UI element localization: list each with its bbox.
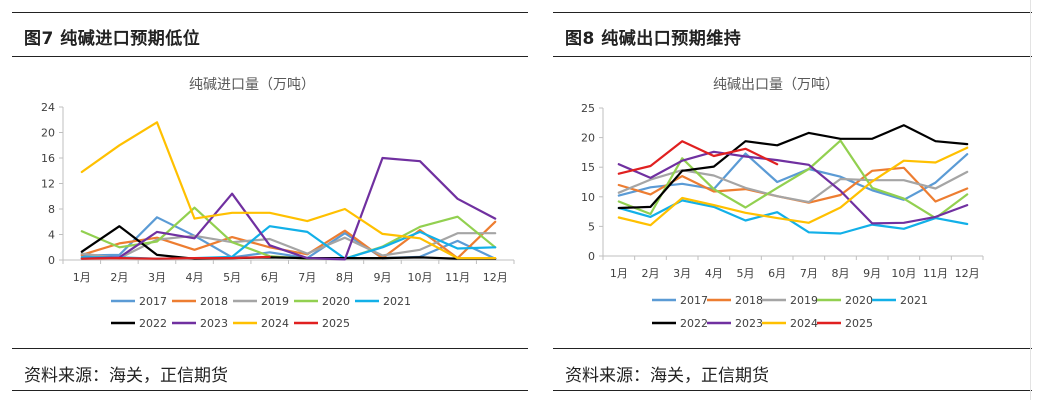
x-tick-label: 6月	[768, 267, 786, 280]
series-line-2023	[80, 156, 497, 261]
legend-label-2025: 2025	[845, 317, 873, 330]
series-line-2025	[80, 255, 271, 260]
x-tick-label: 12月	[483, 271, 508, 284]
top-rule	[553, 12, 1032, 13]
legend-label-2020: 2020	[322, 295, 350, 308]
series-line-2024	[80, 121, 497, 260]
source-rule	[553, 348, 1032, 349]
series-line-2017	[617, 152, 969, 201]
import-chart-panel: 图7 纯碱进口预期低位 纯碱进口量（万吨） 0 4 8 12 16 20 24 1月 2月 3月 4月…	[12, 0, 528, 400]
chart-title: 纯碱出口量（万吨）	[713, 77, 839, 93]
y-tick-label: 10	[581, 191, 595, 204]
legend-label-2018: 2018	[200, 295, 228, 308]
legend-label-2024: 2024	[790, 317, 818, 330]
x-tick-label: 4月	[705, 267, 723, 280]
x-tick-label: 9月	[863, 267, 881, 280]
y-tick-label: 4	[48, 229, 55, 242]
y-tick-label: 15	[581, 161, 595, 174]
y-tick-label: 24	[41, 101, 55, 114]
x-tick-label: 11月	[445, 271, 470, 284]
series-line-2025	[617, 140, 779, 175]
legend-label-2023: 2023	[200, 317, 228, 330]
series-line-2022	[80, 225, 497, 260]
x-tick-label: 4月	[186, 271, 204, 284]
top-rule	[12, 12, 528, 13]
legend-label-2025: 2025	[322, 317, 350, 330]
legend-label-2023: 2023	[735, 317, 763, 330]
x-tick-label: 11月	[923, 267, 948, 280]
chart-title: 纯碱进口量（万吨）	[189, 77, 315, 93]
legend-label-2017: 2017	[680, 294, 708, 307]
x-tick-label: 3月	[148, 271, 166, 284]
y-tick-label: 8	[48, 203, 55, 216]
y-tick-label: 25	[581, 102, 595, 115]
legend-label-2018: 2018	[735, 294, 763, 307]
x-tick-label: 2月	[110, 271, 128, 284]
title-rule	[12, 56, 528, 57]
legend-label-2024: 2024	[261, 317, 289, 330]
x-tick-label: 1月	[73, 271, 91, 284]
export-chart-panel: 图8 纯碱出口预期维持 纯碱出口量（万吨） 0 5 10 15 20 25 1月 2月 3月 4月 5…	[553, 0, 1032, 400]
bottom-rule	[553, 390, 1032, 391]
x-tick-label: 5月	[223, 271, 241, 284]
legend-label-2022: 2022	[139, 317, 167, 330]
y-tick-label: 0	[48, 254, 55, 267]
x-tick-label: 10月	[891, 267, 916, 280]
legend-label-2019: 2019	[261, 295, 289, 308]
x-tick-label: 8月	[336, 271, 354, 284]
bottom-rule	[12, 390, 528, 391]
legend-label-2021: 2021	[383, 295, 411, 308]
x-tick-label: 5月	[737, 267, 755, 280]
series-line-2020	[617, 139, 969, 220]
legend-label-2022: 2022	[680, 317, 708, 330]
source-note: 资料来源：海关，正信期货	[24, 366, 228, 386]
series-line-2017	[80, 216, 497, 260]
source-note: 资料来源：海关，正信期货	[565, 366, 769, 386]
y-tick-label: 16	[41, 152, 55, 165]
legend-label-2021: 2021	[900, 294, 928, 307]
y-tick-label: 20	[581, 132, 595, 145]
x-tick-label: 8月	[832, 267, 850, 280]
page-edge-divider	[1030, 0, 1031, 400]
legend-label-2020: 2020	[845, 294, 873, 307]
series-line-2019	[617, 169, 969, 204]
figure-title: 图8 纯碱出口预期维持	[565, 29, 742, 49]
source-rule	[12, 348, 528, 349]
y-tick-label: 20	[41, 127, 55, 140]
x-tick-label: 1月	[610, 267, 628, 280]
y-tick-label: 12	[41, 178, 55, 191]
y-tick-label: 0	[588, 250, 595, 263]
x-tick-label: 9月	[373, 271, 391, 284]
x-tick-label: 6月	[261, 271, 279, 284]
x-tick-label: 10月	[408, 271, 433, 284]
series-line-2022	[617, 124, 969, 210]
series-line-2024	[617, 146, 969, 227]
title-rule	[553, 56, 1032, 57]
x-tick-label: 12月	[955, 267, 980, 280]
legend-label-2019: 2019	[790, 294, 818, 307]
legend-label-2017: 2017	[139, 295, 167, 308]
series-line-2023	[617, 150, 969, 225]
figure-title: 图7 纯碱进口预期低位	[24, 29, 201, 49]
x-tick-label: 7月	[298, 271, 316, 284]
y-tick-label: 5	[588, 220, 595, 233]
x-tick-label: 3月	[673, 267, 691, 280]
x-tick-label: 2月	[642, 267, 660, 280]
x-tick-label: 7月	[800, 267, 818, 280]
